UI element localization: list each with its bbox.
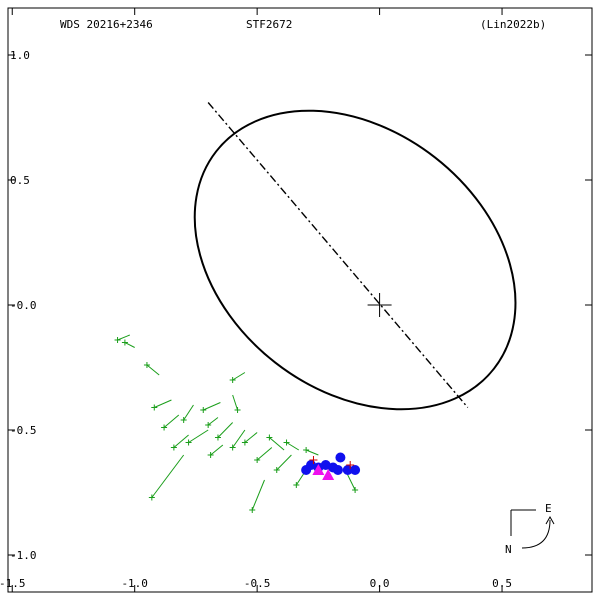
micrometric-point xyxy=(283,439,290,446)
micrometric-residual xyxy=(154,399,172,408)
micrometric-point xyxy=(185,439,192,446)
micrometric-point xyxy=(241,439,248,446)
micrometric-residual xyxy=(256,447,273,461)
y-tick-label: -1.0 xyxy=(10,549,37,562)
micrometric-point xyxy=(200,407,207,413)
micrometric-point xyxy=(293,482,300,488)
header-center: STF2672 xyxy=(246,18,292,31)
micrometric-point xyxy=(266,434,273,441)
micrometric-point xyxy=(205,422,212,428)
micrometric-residual xyxy=(183,404,194,421)
micrometric-point xyxy=(207,452,214,458)
micrometric-residual xyxy=(269,437,285,451)
primary-star-marker xyxy=(367,293,392,317)
micrometric-point xyxy=(254,457,261,463)
micrometric-residual xyxy=(217,422,234,438)
micrometric-residual xyxy=(210,444,224,456)
axis-ticks: -1.5 -1.0 -0.5 0.0 0.5 1.0 0.5 -0.0 -0.5 -1.0 xyxy=(0,8,592,592)
x-tick-label: 0.5 xyxy=(492,577,512,590)
micrometric-point xyxy=(121,339,128,346)
header-right: (Lin2022b) xyxy=(480,18,546,31)
micrometric-point xyxy=(180,417,187,423)
micrometric-residual xyxy=(232,372,246,381)
header-left: WDS 20216+2346 xyxy=(60,18,153,31)
micrometric-point xyxy=(352,487,359,493)
chart-marks xyxy=(114,102,517,513)
micrometric-residual xyxy=(305,449,319,456)
speckle-point xyxy=(306,460,317,470)
interferometric-point xyxy=(322,469,335,480)
compass-north-label: N xyxy=(505,543,512,556)
micrometric-point xyxy=(148,494,155,501)
micrometric-residual xyxy=(276,454,292,471)
speckle-point xyxy=(350,465,361,475)
y-tick-label: 1.0 xyxy=(10,49,30,62)
micrometric-residual xyxy=(151,454,185,498)
compass-arrow xyxy=(521,519,551,549)
micrometric-residual xyxy=(232,394,239,411)
compass-arrow-head xyxy=(545,515,555,525)
interferometric-point xyxy=(312,464,325,475)
x-tick-label: -1.5 xyxy=(0,577,25,590)
micrometric-point xyxy=(249,507,256,513)
micrometric-point xyxy=(303,447,310,453)
micrometric-point xyxy=(161,424,168,431)
x-tick-label: -1.0 xyxy=(121,577,148,590)
micrometric-point xyxy=(170,444,177,451)
micrometric-residual xyxy=(188,429,209,443)
micrometric-residual xyxy=(207,417,219,426)
y-tick-label: -0.5 xyxy=(10,424,37,437)
micrometric-residual xyxy=(124,342,135,348)
micrometric-residual xyxy=(163,414,180,428)
micrometric-residual xyxy=(203,402,221,411)
micrometric-residual xyxy=(117,334,130,341)
plot-frame xyxy=(7,7,593,593)
micrometric-residual xyxy=(251,479,265,511)
speckle-point xyxy=(332,465,343,475)
recent-point xyxy=(346,461,355,469)
micrometric-point xyxy=(143,362,150,368)
x-tick-label: -0.5 xyxy=(244,577,271,590)
micrometric-point xyxy=(151,404,158,411)
micrometric-residual xyxy=(232,429,246,448)
orbit-ellipse xyxy=(193,109,517,411)
micrometric-residual xyxy=(173,434,189,448)
micrometric-residual xyxy=(146,364,160,376)
compass-frame xyxy=(510,509,536,536)
y-tick-label: -0.0 xyxy=(10,299,37,312)
recent-point xyxy=(309,456,318,464)
micrometric-point xyxy=(214,434,221,441)
compass-east-label: E xyxy=(545,502,552,515)
line-of-nodes xyxy=(207,102,469,408)
micrometric-point xyxy=(229,377,236,383)
x-tick-label: 0.0 xyxy=(370,577,390,590)
micrometric-point xyxy=(234,407,241,413)
micrometric-point xyxy=(273,467,280,473)
micrometric-point xyxy=(229,444,236,451)
compass: E N xyxy=(505,502,555,556)
y-tick-label: 0.5 xyxy=(10,174,30,187)
micrometric-residual xyxy=(244,432,258,443)
micrometric-residual xyxy=(286,442,300,451)
micrometric-point xyxy=(114,337,121,343)
speckle-point xyxy=(335,452,346,463)
